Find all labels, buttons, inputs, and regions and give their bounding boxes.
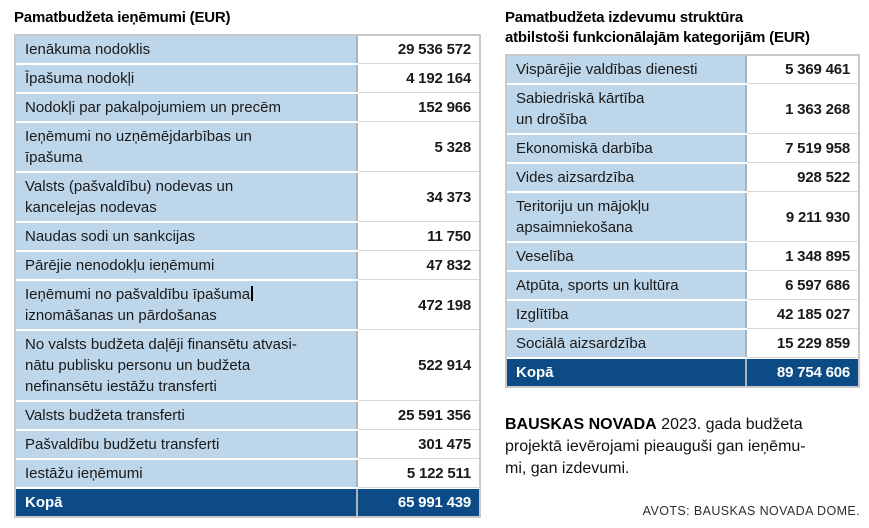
- row-label: Vispārējie valdības dienesti: [507, 56, 747, 83]
- row-label: Atpūta, sports un kultūra: [507, 272, 747, 299]
- row-label: Īpašuma nodokļi: [16, 65, 358, 92]
- expenses-column: Pamatbudžeta izdevumu struktūra atbilsto…: [505, 8, 860, 528]
- income-table: Ienākuma nodoklis 29 536 572 Īpašuma nodok…: [14, 34, 481, 518]
- row-value: 89 754 606: [747, 359, 858, 386]
- row-label: Naudas sodi un sankcijas: [16, 223, 358, 250]
- expenses-table-title: Pamatbudžeta izdevumu struktūra atbilsto…: [505, 9, 810, 46]
- row-value: 1 348 895: [747, 243, 858, 271]
- table-row: Sabiedriskā kārtība un drošība 1 363 268: [507, 85, 858, 135]
- table-row: Ekonomiskā darbība 7 519 958: [507, 135, 858, 164]
- row-label: Veselība: [507, 243, 747, 270]
- row-value: 15 229 859: [747, 330, 858, 358]
- row-value: 4 192 164: [358, 65, 479, 93]
- row-value: 11 750: [358, 223, 479, 251]
- footnote-paragraph: BAUSKAS NOVADA 2023. gada budžeta projek…: [505, 414, 860, 480]
- row-value: 65 991 439: [358, 489, 479, 516]
- row-value: 928 522: [747, 164, 858, 192]
- row-label: Pašvaldību budžetu transferti: [16, 431, 358, 458]
- table-row: Naudas sodi un sankcijas 11 750: [16, 223, 479, 252]
- table-row: Īpašuma nodokļi 4 192 164: [16, 65, 479, 94]
- table-row: Pārējie nenodokļu ieņēmumi 47 832: [16, 252, 479, 281]
- row-label: Valsts budžeta transferti: [16, 402, 358, 429]
- row-value: 29 536 572: [358, 36, 479, 64]
- row-value: 34 373: [358, 173, 479, 222]
- footnote-lead: BAUSKAS NOVADA: [505, 416, 657, 433]
- row-label: Kopā: [507, 359, 747, 386]
- table-row: Valsts (pašvaldību) nodevas un kanceleja…: [16, 173, 479, 223]
- row-value: 9 211 930: [747, 193, 858, 242]
- row-value: 301 475: [358, 431, 479, 459]
- row-label: Kopā: [16, 489, 358, 516]
- row-value: 5 122 511: [358, 460, 479, 488]
- text-cursor: [251, 286, 254, 301]
- row-label: Ekonomiskā darbība: [507, 135, 747, 162]
- row-value: 1 363 268: [747, 85, 858, 134]
- row-label: Ieņēmumi no pašvaldību īpašuma iznomāšan…: [16, 281, 358, 329]
- row-label: Ieņēmumi no uzņēmējdarbības un īpašuma: [16, 123, 358, 171]
- row-value: 472 198: [358, 281, 479, 330]
- row-label: Valsts (pašvaldību) nodevas un kanceleja…: [16, 173, 358, 221]
- footnote-text: 2023. gada budžeta projektā ievērojami p…: [505, 416, 806, 477]
- expenses-table: Vispārējie valdības dienesti 5 369 461 Sab…: [505, 54, 860, 388]
- row-value: 6 597 686: [747, 272, 858, 300]
- table-row: Vides aizsardzība 928 522: [507, 164, 858, 193]
- row-label: Teritoriju un mājokļu apsaimniekošana: [507, 193, 747, 241]
- table-row: Teritoriju un mājokļu apsaimniekošana 9 2…: [507, 193, 858, 243]
- row-value: 47 832: [358, 252, 479, 280]
- row-value: 152 966: [358, 94, 479, 122]
- table-row: No valsts budžeta daļēji finansētu atvas…: [16, 331, 479, 402]
- income-table-title: Pamatbudžeta ieņēmumi (EUR): [14, 9, 231, 26]
- table-row: Pašvaldību budžetu transferti 301 475: [16, 431, 479, 460]
- table-row: Izglītība 42 185 027: [507, 301, 858, 330]
- table-row: Atpūta, sports un kultūra 6 597 686: [507, 272, 858, 301]
- row-label: Sociālā aizsardzība: [507, 330, 747, 357]
- row-value: 5 369 461: [747, 56, 858, 84]
- source-attribution: AVOTS: BAUSKAS NOVADA DOME.: [642, 504, 860, 518]
- row-label: Nodokļi par pakalpojumiem un precēm: [16, 94, 358, 121]
- row-label: Vides aizsardzība: [507, 164, 747, 191]
- row-label: Pārējie nenodokļu ieņēmumi: [16, 252, 358, 279]
- row-label: Izglītība: [507, 301, 747, 328]
- table-row: Nodokļi par pakalpojumiem un precēm 152 9…: [16, 94, 479, 123]
- table-row: Ieņēmumi no uzņēmējdarbības un īpašuma 5 …: [16, 123, 479, 173]
- row-value: 42 185 027: [747, 301, 858, 329]
- row-value: 522 914: [358, 331, 479, 401]
- table-total-row: Kopā 65 991 439: [16, 489, 479, 516]
- table-total-row: Kopā 89 754 606: [507, 359, 858, 386]
- table-row: Ieņēmumi no pašvaldību īpašuma iznomāšan…: [16, 281, 479, 331]
- row-label: No valsts budžeta daļēji finansētu atvas…: [16, 331, 358, 400]
- table-row: Iestāžu ieņēmumi 5 122 511: [16, 460, 479, 489]
- row-value: 5 328: [358, 123, 479, 172]
- income-column: Pamatbudžeta ieņēmumi (EUR) Ienākuma nod…: [14, 8, 481, 528]
- row-label: Sabiedriskā kārtība un drošība: [507, 85, 747, 133]
- row-label: Iestāžu ieņēmumi: [16, 460, 358, 487]
- table-row: Sociālā aizsardzība 15 229 859: [507, 330, 858, 359]
- table-row: Vispārējie valdības dienesti 5 369 461: [507, 56, 858, 85]
- row-label: Ienākuma nodoklis: [16, 36, 358, 63]
- table-row: Ienākuma nodoklis 29 536 572: [16, 36, 479, 65]
- table-row: Valsts budžeta transferti 25 591 356: [16, 402, 479, 431]
- table-row: Veselība 1 348 895: [507, 243, 858, 272]
- row-value: 7 519 958: [747, 135, 858, 163]
- row-value: 25 591 356: [358, 402, 479, 430]
